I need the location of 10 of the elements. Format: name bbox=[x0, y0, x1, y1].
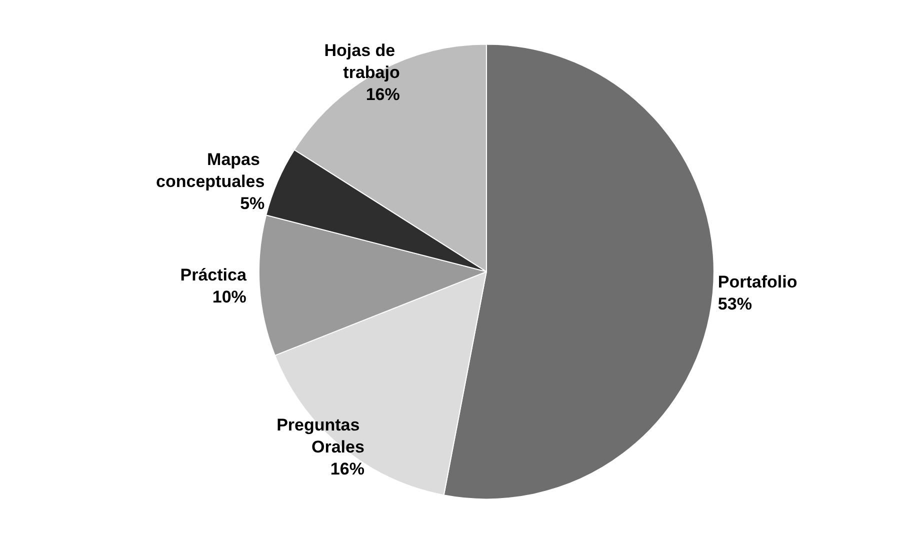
data-label: 5% bbox=[240, 194, 265, 213]
slice-label: Portafolio bbox=[718, 272, 798, 292]
data-label: 16% bbox=[366, 84, 400, 104]
slice-label: Hojas de trabajo bbox=[324, 40, 400, 82]
data-label: 16% bbox=[330, 459, 364, 478]
slice-label: Práctica bbox=[180, 265, 247, 284]
data-label: 10% bbox=[212, 287, 246, 306]
data-label: 53% bbox=[718, 294, 752, 314]
slice-label: Preguntas Orales bbox=[276, 415, 364, 456]
slice-label: Mapas conceptuales bbox=[156, 150, 265, 191]
